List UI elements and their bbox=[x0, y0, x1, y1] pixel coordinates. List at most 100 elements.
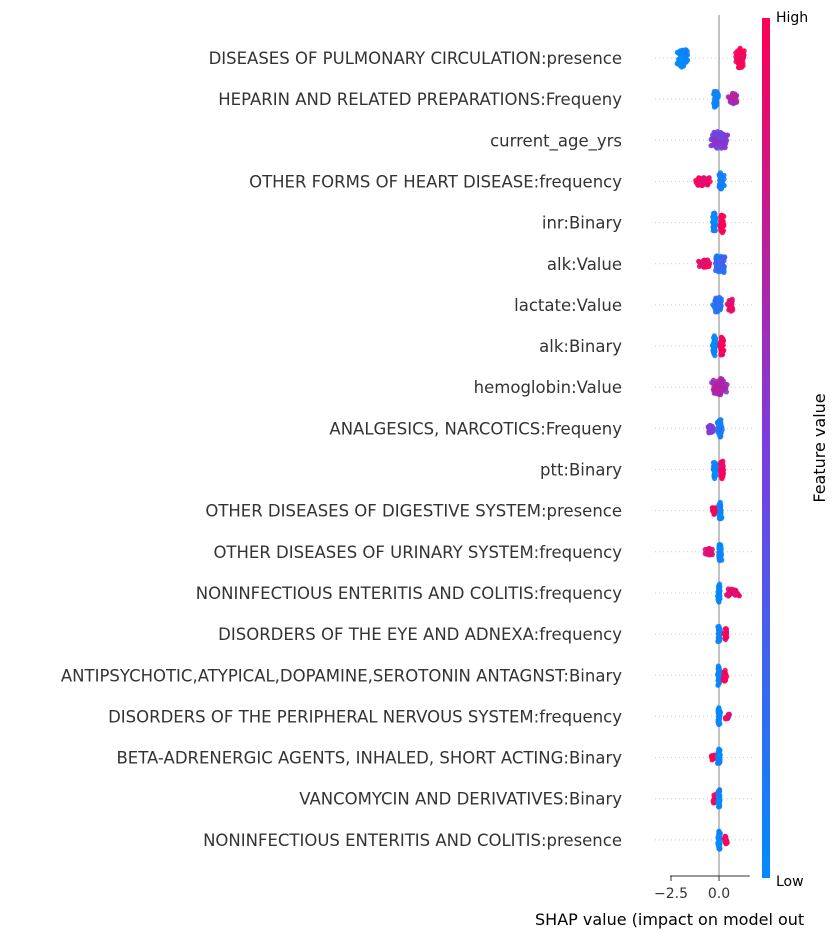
shap-point bbox=[719, 178, 725, 185]
feature-label: VANCOMYCIN AND DERIVATIVES:Binary bbox=[299, 790, 622, 809]
shap-point bbox=[716, 595, 722, 601]
shap-point bbox=[723, 389, 730, 395]
shap-point bbox=[714, 419, 721, 425]
shap-point bbox=[737, 62, 744, 68]
shap-point bbox=[716, 841, 722, 847]
shap-point bbox=[719, 262, 725, 268]
feature-label: BETA-ADRENERGIC AGENTS, INHALED, SHORT A… bbox=[116, 749, 622, 768]
shap-point bbox=[711, 142, 717, 148]
x-axis-label: SHAP value (impact on model out bbox=[535, 910, 804, 929]
shap-point bbox=[718, 508, 724, 514]
shap-point bbox=[722, 833, 728, 840]
shap-point bbox=[714, 253, 720, 259]
shap-point bbox=[712, 344, 718, 351]
shap-point bbox=[711, 213, 718, 219]
shap-point bbox=[700, 178, 706, 184]
feature-label: ANTIPSYCHOTIC,ATYPICAL,DOPAMINE,SEROTONI… bbox=[61, 666, 622, 685]
shap-point bbox=[722, 837, 729, 844]
shap-point bbox=[716, 802, 723, 808]
shap-point bbox=[717, 712, 723, 718]
shap-point bbox=[718, 376, 724, 382]
shap-point bbox=[714, 91, 720, 97]
shap-point bbox=[715, 792, 721, 798]
shap-point bbox=[729, 296, 735, 302]
shap-point bbox=[713, 299, 719, 305]
feature-label: DISEASES OF PULMONARY CIRCULATION:presen… bbox=[209, 49, 622, 68]
shap-point bbox=[732, 94, 738, 100]
shap-point bbox=[717, 547, 723, 553]
shap-point bbox=[717, 173, 723, 179]
shap-point bbox=[724, 137, 730, 143]
feature-label: inr:Binary bbox=[542, 214, 622, 233]
shap-point bbox=[716, 675, 722, 681]
shap-point bbox=[725, 591, 731, 597]
shap-point bbox=[716, 294, 722, 300]
feature-label: alk:Value bbox=[547, 255, 622, 274]
shap-point bbox=[716, 705, 722, 711]
shap-point bbox=[682, 52, 689, 58]
shap-point bbox=[719, 218, 725, 224]
shap-point bbox=[696, 263, 703, 269]
shap-point bbox=[696, 258, 702, 264]
shap-point bbox=[718, 266, 724, 273]
shap-point bbox=[716, 667, 722, 673]
shap-point bbox=[704, 263, 711, 269]
feature-label: hemoglobin:Value bbox=[474, 378, 622, 397]
shap-point bbox=[724, 132, 731, 138]
feature-label: alk:Binary bbox=[539, 337, 622, 356]
colorbar-title: Feature value bbox=[810, 393, 829, 502]
shap-point bbox=[740, 54, 746, 60]
shap-point bbox=[703, 181, 710, 187]
shap-point bbox=[713, 340, 719, 346]
colorbar: High Low Feature value bbox=[762, 10, 829, 890]
shap-point bbox=[717, 183, 723, 189]
colorbar-low-label: Low bbox=[776, 874, 804, 890]
shap-point bbox=[717, 304, 724, 311]
feature-labels: DISEASES OF PULMONARY CIRCULATION:presen… bbox=[61, 49, 622, 850]
shap-point bbox=[711, 217, 717, 223]
shap-point bbox=[711, 390, 717, 396]
feature-label: lactate:Value bbox=[514, 296, 622, 315]
shap-point bbox=[737, 45, 743, 51]
colorbar-high-label: High bbox=[776, 10, 808, 26]
shap-point bbox=[722, 674, 728, 680]
colorbar-gradient bbox=[762, 18, 770, 878]
feature-label: DISORDERS OF THE PERIPHERAL NERVOUS SYST… bbox=[108, 707, 622, 726]
feature-label: DISORDERS OF THE EYE AND ADNEXA:frequenc… bbox=[218, 625, 622, 644]
shap-point bbox=[723, 632, 729, 638]
feature-label: HEPARIN AND RELATED PREPARATIONS:Frequen… bbox=[218, 90, 622, 109]
x-tick-label: −2.5 bbox=[654, 886, 688, 902]
shap-point bbox=[711, 792, 717, 798]
shap-point bbox=[717, 752, 723, 758]
shap-point bbox=[695, 181, 702, 187]
shap-point bbox=[724, 716, 731, 722]
shap-point bbox=[719, 222, 725, 228]
row-gridlines bbox=[655, 57, 755, 841]
feature-label: OTHER DISEASES OF URINARY SYSTEM:frequen… bbox=[213, 543, 622, 562]
shap-point bbox=[737, 50, 743, 56]
shap-point bbox=[681, 58, 687, 64]
shap-point bbox=[728, 303, 734, 309]
shap-point bbox=[716, 633, 722, 639]
shap-point bbox=[710, 507, 716, 513]
shap-point bbox=[718, 130, 724, 136]
feature-label: NONINFECTIOUS ENTERITIS AND COLITIS:pres… bbox=[203, 831, 622, 850]
shap-point bbox=[710, 798, 716, 804]
shap-point bbox=[718, 300, 724, 306]
feature-label: OTHER DISEASES OF DIGESTIVE SYSTEM:prese… bbox=[205, 502, 622, 521]
x-tick-label: 0.0 bbox=[708, 886, 730, 902]
shap-point bbox=[711, 467, 718, 473]
shap-point bbox=[706, 549, 713, 555]
feature-label: NONINFECTIOUS ENTERITIS AND COLITIS:freq… bbox=[196, 584, 622, 603]
shap-point bbox=[716, 553, 723, 559]
shap-point bbox=[715, 386, 721, 393]
shap-point bbox=[717, 343, 723, 349]
shap-point bbox=[712, 461, 719, 467]
feature-label: current_age_yrs bbox=[490, 131, 622, 151]
shap-point bbox=[716, 746, 722, 752]
shap-point bbox=[717, 629, 723, 635]
shap-point bbox=[709, 757, 716, 763]
shap-point bbox=[715, 756, 721, 762]
